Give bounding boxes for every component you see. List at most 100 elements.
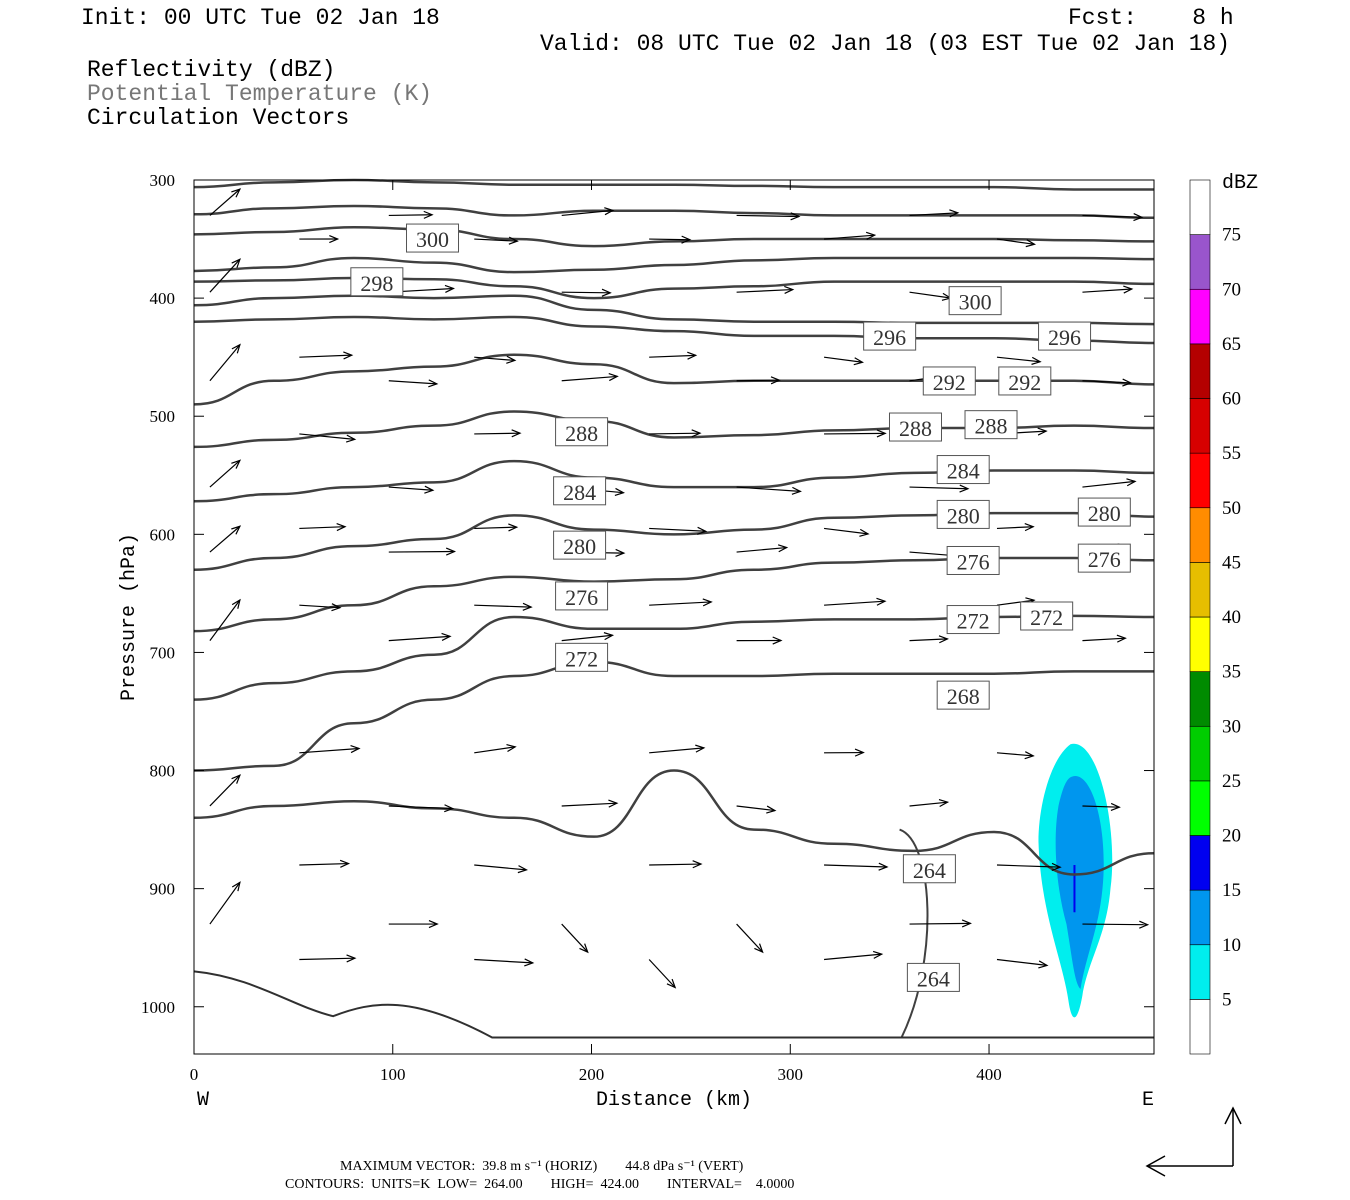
circulation-vector [388,804,455,813]
colorbar-tick-label: 70 [1222,279,1241,300]
circulation-vector [736,376,781,385]
contour-label: 300 [948,286,1002,316]
vector-head [231,774,241,784]
contour-label-text: 280 [1088,501,1121,526]
vector-shaft [996,958,1048,966]
vector-shaft [736,923,764,953]
contour-label: 284 [936,455,990,485]
circulation-vector [209,774,241,807]
contour-label: 288 [888,412,942,442]
contour-label-box [998,366,1052,396]
circulation-vector [736,636,783,645]
colorbar-tick-label: 10 [1222,935,1241,956]
vector-shaft [561,375,618,382]
colorbar-tick-label: 55 [1222,443,1241,464]
x-tick-label: 200 [579,1065,605,1084]
circulation-vector [209,258,241,293]
colorbar-tick-label: 25 [1222,771,1241,792]
circulation-vector [209,343,241,382]
circulation-vector [209,459,242,488]
colorbar-tick-label: 5 [1222,989,1232,1010]
x-axis-west-label: W [197,1089,209,1112]
y-tick-label: 600 [150,525,176,544]
vector-head [608,373,619,382]
circulation-vector [1082,802,1121,811]
vector-shaft [909,638,948,642]
vector-head [854,748,865,757]
theta-contour-line [193,459,1155,503]
vector-shaft [1082,637,1126,642]
circulation-vector [561,923,589,954]
vector-shaft [474,526,517,530]
contour-label-box [555,581,609,611]
circulation-vector [649,429,702,438]
circulation-vector [1082,285,1134,294]
x-axis-label: Distance (km) [596,1089,752,1112]
circulation-vector [1082,213,1144,222]
contour-label-box [906,962,960,992]
circulation-vector [474,236,519,245]
vector-shaft [996,526,1034,530]
contour-label: 284 [553,476,607,506]
circulation-vector [649,598,713,607]
contour-label: 272 [1020,601,1074,631]
circulation-vector [388,920,439,929]
vector-head [524,958,535,967]
vector-head [859,528,870,537]
vector-shaft [474,238,518,242]
colorbar-swatch [1189,725,1211,782]
vector-shaft [1082,923,1148,926]
x-tick-label: 0 [190,1065,199,1084]
circulation-vector [996,862,1062,871]
vector-shaft [209,525,241,553]
circulation-vector [648,959,677,989]
vector-head [231,525,242,535]
circulation-vector [209,188,242,216]
vector-shaft [823,356,863,363]
vector-head [878,862,889,871]
circulation-vector [561,632,615,642]
contour-label-box [936,499,990,529]
colorbar-swatch [1189,616,1211,672]
contour-label-box [406,223,460,253]
circulation-vector [561,207,615,217]
circulation-vector [824,950,884,961]
vector-head [444,804,455,813]
field-circulation-vectors: Circulation Vectors [87,105,350,131]
contour-label: 298 [350,267,404,297]
vector-shaft [1082,288,1132,293]
contour-info-note: CONTOURS: UNITS=K LOW= 264.00 HIGH= 424.… [285,1177,795,1192]
circulation-vector [299,234,340,244]
circulation-vector [561,288,612,297]
circulation-vector [1082,378,1133,387]
echo-10dbz [1055,776,1104,990]
contour-label-text: 268 [947,684,980,709]
contour-label: 268 [936,680,990,710]
circulation-vector [388,379,439,388]
contour-label-text: 284 [947,459,980,484]
colorbar-swatch [1189,288,1211,345]
circulation-vector [909,484,970,493]
contour-label: 280 [1077,497,1131,527]
contour-label: 276 [555,581,609,611]
colorbar-swatch [1189,234,1211,290]
vector-shaft [388,635,451,642]
vector-shaft [474,604,532,608]
vector-shaft [648,959,676,988]
contour-label-text: 300 [959,290,992,315]
contour-label: 272 [555,642,609,672]
vector-shaft [909,486,968,490]
vector-head [692,860,703,869]
contour-label: 288 [555,417,609,447]
reference-vector-icon [1145,1106,1242,1177]
circulation-vector [736,805,777,814]
colorbar-unit-label: dBZ [1222,172,1258,195]
colorbar-tick-label: 20 [1222,826,1241,847]
contour-label-text: 288 [899,416,932,441]
vector-head [423,210,434,219]
vector-shaft [388,550,455,553]
vector-shaft [209,188,241,216]
theta-contour-line [193,660,1154,772]
contour-label: 276 [946,545,1000,575]
circulation-vector [996,523,1035,532]
